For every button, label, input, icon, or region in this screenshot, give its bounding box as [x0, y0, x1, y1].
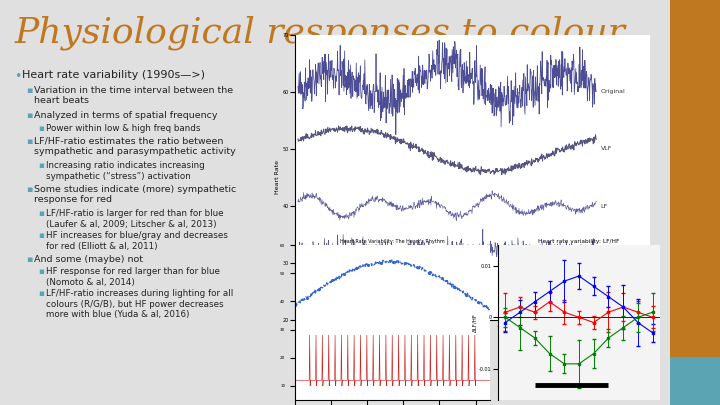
- Text: HF response for red larger than for blue
(Nomoto & al, 2014): HF response for red larger than for blue…: [46, 267, 220, 287]
- Title: Heart rate variability: LF/HF: Heart rate variability: LF/HF: [539, 239, 620, 244]
- Text: Physiological responses to colour: Physiological responses to colour: [15, 15, 626, 49]
- Text: Heart rate variability (1990s—>): Heart rate variability (1990s—>): [22, 70, 205, 80]
- Text: HF increases for blue/gray and decreases
for red (Elliott & al, 2011): HF increases for blue/gray and decreases…: [46, 232, 228, 251]
- Text: ▪: ▪: [26, 86, 32, 95]
- Text: ▪: ▪: [38, 162, 44, 171]
- Text: ▪: ▪: [26, 136, 32, 145]
- Text: And some (maybe) not: And some (maybe) not: [34, 254, 143, 264]
- Text: ▪: ▪: [26, 254, 32, 264]
- Text: Analyzed in terms of spatial frequency: Analyzed in terms of spatial frequency: [34, 111, 217, 120]
- Text: VLF: VLF: [600, 147, 612, 151]
- Text: Increasing ratio indicates increasing
sympathetic (“stress”) activation: Increasing ratio indicates increasing sy…: [46, 162, 204, 181]
- Text: LF/HF-ratio increases during lighting for all
colours (R/G/B), but HF power decr: LF/HF-ratio increases during lighting fo…: [46, 290, 233, 319]
- Text: ▪: ▪: [26, 111, 32, 120]
- Title: Heart Rate Variability: The Heart's Rhythm: Heart Rate Variability: The Heart's Rhyt…: [340, 239, 445, 244]
- Text: ▪: ▪: [26, 185, 32, 194]
- Y-axis label: Heart Rate: Heart Rate: [275, 160, 280, 194]
- Text: •: •: [14, 70, 22, 83]
- Bar: [670, 357, 720, 405]
- Text: Variation in the time interval between the
heart beats: Variation in the time interval between t…: [34, 86, 233, 105]
- Text: Power within low & high freq bands: Power within low & high freq bands: [46, 124, 200, 133]
- Text: LF/HF-ratio is larger for red than for blue
(Laufer & al, 2009; Litscher & al, 2: LF/HF-ratio is larger for red than for b…: [46, 209, 223, 229]
- Text: ▪: ▪: [38, 267, 44, 277]
- Y-axis label: ΔLF/HF: ΔLF/HF: [473, 313, 478, 332]
- Text: LF/HF-ratio estimates the ratio between
sympathetic and parasympathetic activity: LF/HF-ratio estimates the ratio between …: [34, 136, 235, 156]
- Text: Some studies indicate (more) sympathetic
response for red: Some studies indicate (more) sympathetic…: [34, 185, 236, 204]
- Text: ▪: ▪: [38, 209, 44, 219]
- Text: ▪: ▪: [38, 232, 44, 241]
- Text: ▪: ▪: [38, 124, 44, 133]
- Text: Original: Original: [600, 90, 626, 94]
- Text: ▪: ▪: [38, 290, 44, 298]
- Text: Schalkmann & al (2017): Schalkmann & al (2017): [500, 380, 593, 389]
- Text: LF: LF: [600, 203, 608, 209]
- Bar: [670, 0, 720, 405]
- Text: HF: HF: [600, 249, 609, 254]
